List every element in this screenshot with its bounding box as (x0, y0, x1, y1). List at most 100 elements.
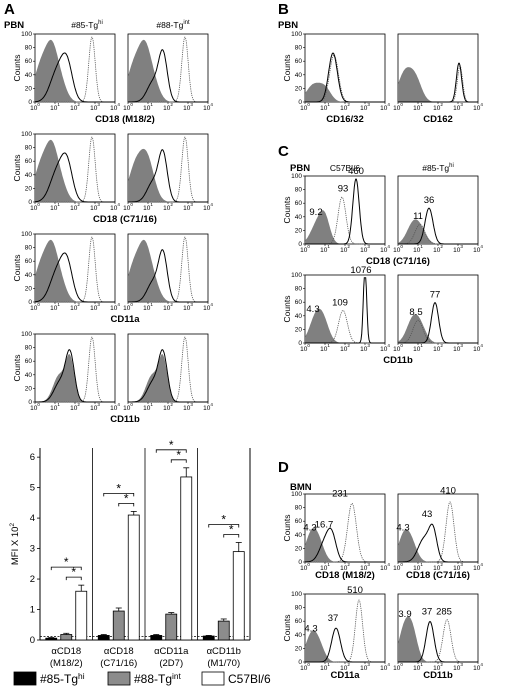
y-tick-label: 0 (298, 99, 302, 106)
y-tick-label: 20 (25, 285, 33, 292)
x-tick-label: 103 (453, 662, 463, 672)
significance-star: * (176, 448, 181, 462)
panel-letter-d: D (278, 459, 289, 476)
x-tick-label: 100 (300, 343, 310, 353)
x-tick-label: 101 (320, 562, 330, 572)
x-tick-label: 104 (380, 343, 390, 353)
x-tick-label: 101 (413, 562, 423, 572)
histogram-plot: 100 101 102 103 104 (393, 33, 483, 112)
histogram-plot: 100 101 102 103 104 0 20 40 60 80 100 Counts 4.3 109 1… (282, 265, 390, 353)
row-label: CD18 (M18/2) (315, 570, 375, 581)
bar (127, 514, 140, 641)
y-tick-label: 100 (21, 31, 32, 38)
column-header: #85-Tghi (71, 20, 103, 30)
x-tick-label: 102 (433, 244, 443, 254)
solid-histogram (34, 52, 115, 103)
solid-histogram (35, 349, 115, 403)
filled-histogram (398, 616, 478, 662)
x-tick-label: 100 (393, 343, 403, 353)
peak-label: 231 (332, 488, 348, 499)
y-tick-label: 20 (295, 545, 303, 552)
filled-histogram (128, 354, 208, 402)
solid-histogram (305, 52, 385, 103)
x-tick-label: 103 (90, 402, 100, 412)
x-tick-label: 104 (203, 402, 213, 412)
y-tick-label: 80 (295, 187, 303, 194)
category-label: (M18/2) (50, 658, 83, 669)
row-label: CD11b (110, 414, 140, 425)
dotted-histogram (35, 236, 115, 303)
y-tick-label: 40 (295, 632, 303, 639)
peak-label: 510 (347, 585, 363, 596)
y-tick-label: 60 (295, 618, 303, 625)
y-tick-label: 40 (295, 72, 303, 79)
x-tick-label: 100 (393, 562, 403, 572)
y-tick-label: 100 (21, 331, 32, 338)
category-label: αCD18 (51, 646, 81, 657)
y-tick-label: 60 (25, 358, 33, 365)
legend-label: C57Bl/6 (228, 672, 271, 686)
x-tick-label: 103 (183, 102, 193, 112)
category-label: (C71/16) (100, 658, 137, 669)
y-tick-label: 3 (30, 544, 35, 555)
peak-label: 93 (338, 183, 349, 194)
y-tick-label: 80 (295, 286, 303, 293)
solid-histogram (398, 302, 478, 344)
legend-layer: #85-Tghi #88-Tgint C57Bl/6 (13, 671, 271, 686)
solid-histogram (398, 620, 478, 663)
cell-type-a: PBN (4, 20, 24, 31)
dotted-histogram (35, 336, 115, 403)
peak-label: 285 (436, 607, 452, 618)
histogram-plot: 100 101 102 103 104 4.3 43 410 (393, 486, 483, 572)
y-axis-label: Counts (282, 296, 292, 323)
x-tick-label: 100 (393, 244, 403, 254)
y-tick-label: 20 (295, 227, 303, 234)
x-tick-label: 101 (143, 402, 153, 412)
row-label: CD16/32 (326, 114, 364, 125)
row-label: CD11a (110, 314, 140, 325)
bar (75, 590, 88, 641)
x-tick-label: 100 (393, 102, 403, 112)
legend-swatch (107, 671, 131, 686)
histogram-plot: 100 101 102 103 104 3.9 37 285 (393, 593, 483, 672)
bar (165, 613, 178, 641)
filled-histogram (128, 39, 208, 102)
x-tick-label: 103 (360, 244, 370, 254)
filled-histogram (398, 314, 478, 343)
dotted-histogram (128, 336, 208, 403)
y-tick-label: 0 (28, 299, 32, 306)
significance-bracket (118, 502, 135, 507)
y-axis-label: MFI X 102 (9, 523, 21, 566)
x-tick-label: 104 (110, 202, 120, 212)
dotted-histogram (35, 36, 115, 103)
x-tick-label: 104 (110, 102, 120, 112)
x-tick-label: 101 (143, 302, 153, 312)
y-tick-label: 80 (25, 245, 33, 252)
y-tick-label: 0 (28, 199, 32, 206)
bar (112, 610, 125, 641)
x-tick-label: 100 (393, 662, 403, 672)
significance-bracket (208, 524, 240, 528)
significance-star: * (221, 512, 226, 526)
x-tick-label: 103 (90, 102, 100, 112)
y-tick-label: 100 (291, 491, 302, 498)
category-label: αCD11b (207, 646, 241, 657)
significance-star: * (229, 522, 234, 536)
bar (217, 620, 230, 641)
legend-label: #85-Tghi (40, 671, 85, 686)
x-tick-label: 103 (183, 302, 193, 312)
y-tick-label: 40 (295, 214, 303, 221)
y-tick-label: 100 (291, 272, 302, 279)
x-tick-label: 102 (340, 562, 350, 572)
x-tick-label: 103 (453, 562, 463, 572)
peak-label: 77 (430, 290, 441, 301)
panel-letter-b: B (278, 1, 289, 18)
x-tick-label: 102 (433, 662, 443, 672)
significance-star: * (116, 481, 121, 495)
x-tick-label: 101 (320, 102, 330, 112)
legend-swatch (13, 671, 37, 686)
